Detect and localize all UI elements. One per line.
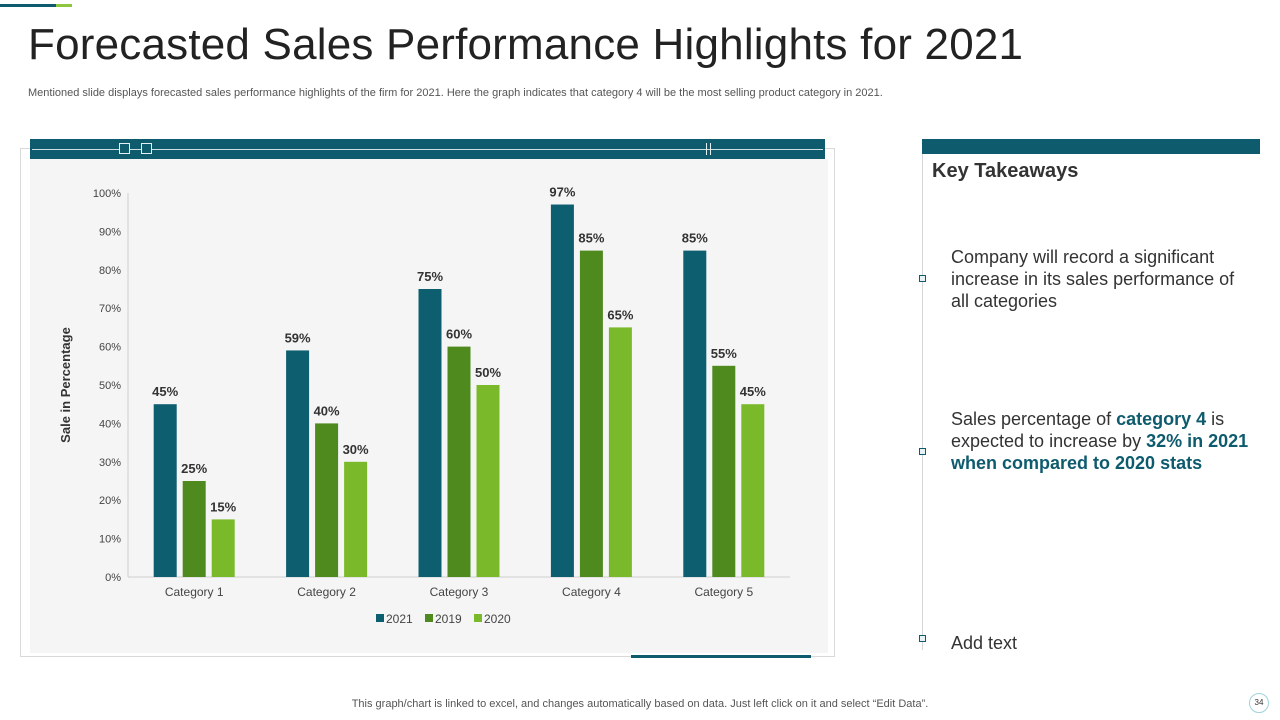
bar-2019-4 — [579, 250, 603, 577]
legend-label-2020: 2020 — [484, 612, 511, 626]
takeaway-marker — [919, 635, 926, 642]
data-label: 85% — [682, 231, 708, 246]
bar-2020-2 — [344, 461, 368, 577]
bar-2020-4 — [608, 327, 632, 577]
takeaway-marker — [919, 448, 926, 455]
x-tick-label: Category 5 — [694, 585, 753, 599]
bar-2019-1 — [182, 481, 206, 577]
data-label: 40% — [314, 403, 340, 418]
data-label: 75% — [417, 269, 443, 284]
y-tick-label: 100% — [93, 188, 121, 200]
data-label: 25% — [181, 461, 207, 476]
y-axis-title: Sale in Percentage — [58, 327, 73, 443]
slider-handle-left — [119, 143, 130, 154]
data-label: 30% — [343, 442, 369, 457]
y-tick-label: 90% — [99, 226, 121, 238]
data-label: 97% — [549, 185, 575, 200]
takeaway-item-1: Company will record a significant increa… — [951, 247, 1235, 311]
takeaways-title: Key Takeaways — [932, 160, 1079, 182]
legend-label-2019: 2019 — [435, 612, 462, 626]
chart-bottom-accent — [631, 655, 811, 658]
legend-swatch-2020 — [474, 614, 482, 622]
takeaway-item-2-text: is expected to increase by — [951, 409, 1225, 451]
bar-2021-5 — [683, 250, 707, 577]
page-number: 34 — [1249, 693, 1269, 713]
y-tick-label: 70% — [99, 303, 121, 315]
data-label: 65% — [607, 307, 633, 322]
takeaways-header-bar — [922, 139, 1260, 154]
y-tick-label: 60% — [99, 342, 121, 354]
data-label: 60% — [446, 327, 472, 342]
page-title: Forecasted Sales Performance Highlights … — [28, 20, 1024, 69]
data-label: 50% — [475, 365, 501, 380]
bar-2019-3 — [447, 346, 471, 577]
y-tick-label: 50% — [99, 380, 121, 392]
takeaway-highlight-category: category 4 — [1116, 409, 1207, 429]
x-tick-label: Category 4 — [562, 585, 621, 599]
slider-tick — [706, 143, 707, 155]
slider-handle-right — [141, 143, 152, 154]
legend-swatch-2021 — [376, 614, 384, 622]
bar-2019-5 — [712, 365, 736, 577]
bar-2021-2 — [286, 350, 310, 577]
bar-2020-5 — [741, 404, 765, 577]
y-tick-label: 0% — [105, 572, 121, 584]
legend-swatch-2019 — [425, 614, 433, 622]
takeaways-timeline-line — [922, 154, 923, 650]
takeaway-marker — [919, 275, 926, 282]
bar-2020-3 — [476, 385, 500, 577]
data-label: 59% — [285, 330, 311, 345]
bar-2021-1 — [153, 404, 177, 577]
data-label: 45% — [740, 384, 766, 399]
y-tick-label: 30% — [99, 457, 121, 469]
bar-2019-2 — [315, 423, 339, 577]
takeaway-highlight-increase: 32% in 2021 when compared to 2020 stats — [951, 431, 1249, 473]
page-subtitle: Mentioned slide displays forecasted sale… — [28, 87, 883, 99]
top-accent-bar-green — [56, 4, 72, 7]
data-label: 15% — [210, 499, 236, 514]
x-tick-label: Category 3 — [430, 585, 489, 599]
bar-2020-1 — [211, 519, 235, 577]
top-accent-bar — [0, 4, 56, 7]
takeaway-item-2-text: Sales percentage of — [951, 409, 1117, 429]
footer-note: This graph/chart is linked to excel, and… — [351, 698, 929, 710]
data-label: 85% — [578, 231, 604, 246]
legend-label-2021: 2021 — [386, 612, 413, 626]
bar-chart[interactable]: 0% 10% 20% 30% 40% 50% 60% 70% 80% 90% 100% Sale in… — [30, 159, 828, 653]
chart-header-bar — [30, 139, 825, 159]
x-tick-label: Category 2 — [297, 585, 356, 599]
x-tick-label: Category 1 — [165, 585, 224, 599]
slider-tick — [710, 143, 711, 155]
data-label: 55% — [711, 346, 737, 361]
y-tick-label: 80% — [99, 265, 121, 277]
bar-2021-4 — [550, 204, 574, 577]
y-tick-label: 40% — [99, 418, 121, 430]
bar-2021-3 — [418, 289, 442, 577]
y-tick-label: 20% — [99, 495, 121, 507]
takeaway-item-3[interactable]: Add text — [951, 633, 1018, 653]
data-label: 45% — [152, 384, 178, 399]
takeaway-item-2: Sales percentage of category 4 is expect… — [951, 408, 1251, 474]
y-tick-label: 10% — [99, 534, 121, 546]
chart-header-rail — [32, 149, 823, 150]
